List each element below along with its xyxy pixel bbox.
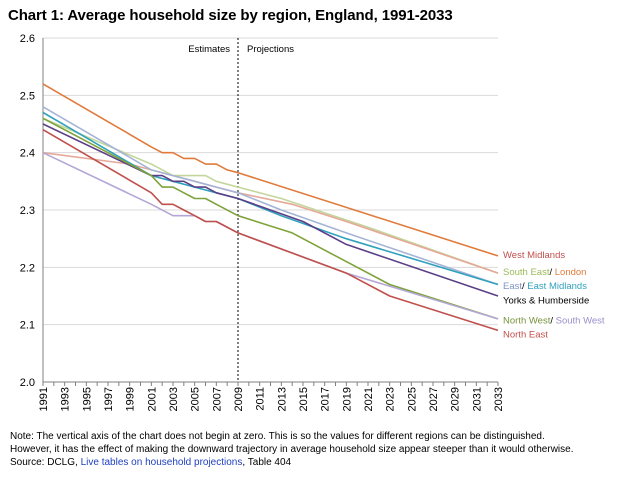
series-line-yorks-humberside	[42, 123, 499, 297]
note-line-2: However, it has the effect of making the…	[10, 444, 574, 455]
series-line-north-west	[42, 117, 499, 320]
source-line: Source: DCLG, Live tables on household p…	[10, 456, 630, 469]
y-tick-label: 2.5	[20, 90, 35, 102]
series-lines	[42, 83, 499, 332]
x-tick-label: 1995	[81, 387, 93, 411]
series-label-north-west-south-west: North West/ South West	[503, 316, 605, 327]
x-tick-label: 1999	[125, 387, 137, 411]
note-line-1: Note: The vertical axis of the chart doe…	[10, 431, 545, 442]
x-tick-label: 2021	[363, 387, 375, 411]
projections-label: Projections	[247, 44, 294, 55]
y-tick-label: 2.0	[20, 377, 35, 389]
estimates-label: Estimates	[188, 44, 230, 55]
x-tick-label: 1997	[103, 387, 115, 411]
y-tick-label: 2.2	[20, 262, 35, 274]
x-tick-label: 2025	[406, 387, 418, 411]
x-tick-label: 2019	[341, 387, 353, 411]
chart-notes: Note: The vertical axis of the chart doe…	[10, 430, 630, 469]
series-label-west-midlands: West Midlands	[503, 250, 565, 261]
y-tick-label: 2.1	[20, 320, 35, 332]
x-tick-label: 2017	[320, 387, 332, 411]
x-tick-label: 2031	[471, 387, 483, 411]
x-tick-label: 2005	[190, 387, 202, 411]
x-tick-label: 2009	[233, 387, 245, 411]
estimates-projections-divider: Estimates Projections	[188, 38, 294, 382]
source-link[interactable]: Live tables on household projections	[80, 457, 243, 468]
series-label-yorks-humberside: Yorks & Humberside	[503, 296, 589, 307]
chart-title: Chart 1: Average household size by regio…	[8, 7, 453, 24]
y-tick-label: 2.4	[20, 148, 35, 160]
x-tick-label: 2023	[385, 387, 397, 411]
series-line-east-midlands	[42, 111, 499, 286]
series-line-south-west	[42, 151, 499, 320]
y-tick-label: 2.3	[20, 205, 35, 217]
source-prefix: Source: DCLG,	[10, 457, 81, 468]
x-tick-label: 1991	[38, 387, 50, 411]
series-label-south-east-london: South East/ London	[503, 267, 586, 278]
x-tick-label: 2015	[298, 387, 310, 411]
line-chart: 2.0 2.1 2.2 2.3 2.4 2.5 2.6 1991 1993 1995 1997 199…	[20, 33, 605, 411]
x-tick-label: 2011	[255, 387, 267, 411]
series-label-north-east: North East	[503, 329, 548, 340]
x-tick-label: 1993	[60, 387, 72, 411]
series-labels: West Midlands South East/ London East/ Eas…	[503, 250, 605, 340]
series-line-london	[42, 151, 499, 274]
series-line-west-midlands	[42, 83, 499, 257]
x-tick-label: 2029	[450, 387, 462, 411]
series-line-south-east	[42, 117, 499, 274]
x-tick-label: 2013	[276, 387, 288, 411]
x-tick-label: 2003	[168, 387, 180, 411]
x-tick-label: 2007	[211, 387, 223, 411]
series-line-north-east	[42, 129, 499, 332]
x-tick-label: 2033	[493, 387, 505, 411]
gridlines	[43, 37, 498, 326]
series-line-east	[42, 106, 499, 286]
x-tick-label: 2001	[146, 387, 158, 411]
series-label-east-east-midlands: East/ East Midlands	[503, 281, 587, 292]
x-tick-label: 2027	[428, 387, 440, 411]
y-tick-label: 2.6	[20, 33, 35, 45]
axes: 2.0 2.1 2.2 2.3 2.4 2.5 2.6 1991 1993 1995 1997 199…	[20, 33, 505, 411]
source-suffix: , Table 404	[242, 457, 292, 468]
